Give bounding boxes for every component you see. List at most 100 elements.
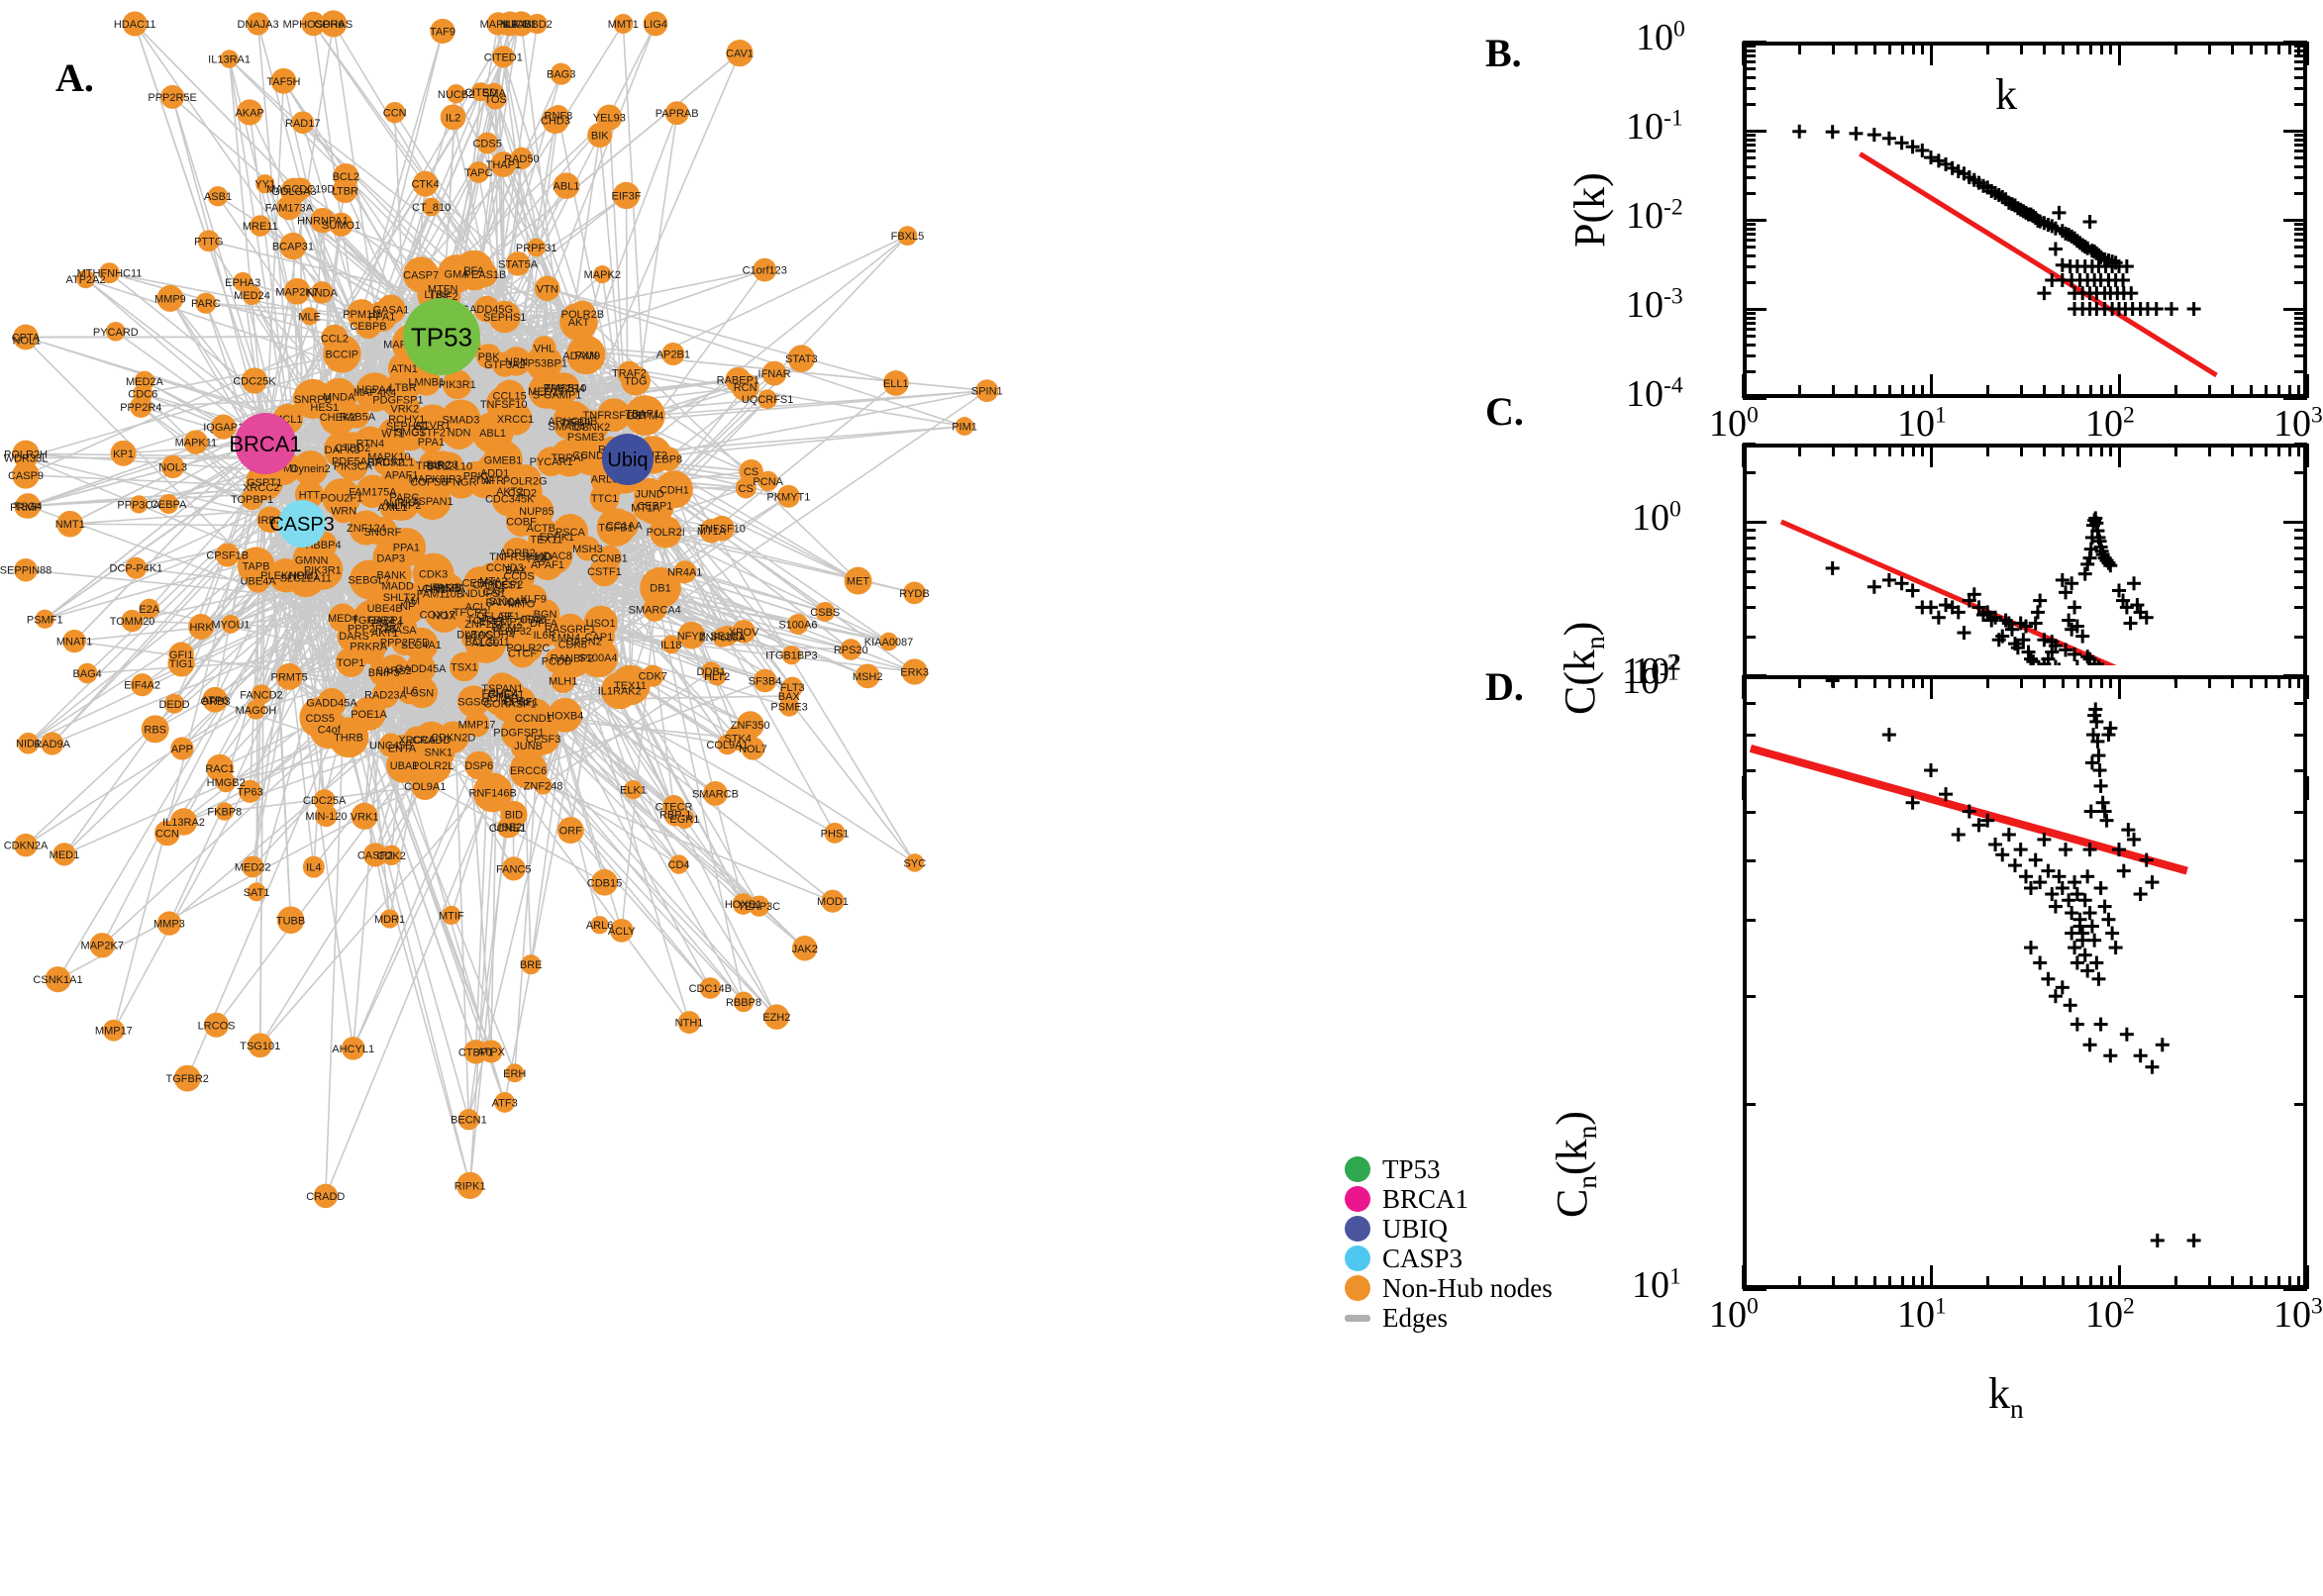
network-node[interactable] — [246, 12, 270, 36]
network-node[interactable] — [270, 67, 297, 94]
network-node[interactable] — [442, 905, 461, 925]
network-node[interactable] — [509, 750, 548, 789]
network-node[interactable] — [323, 335, 361, 373]
network-node[interactable] — [309, 710, 349, 749]
network-node[interactable] — [99, 262, 120, 284]
network-node[interactable] — [383, 101, 406, 124]
network-node[interactable] — [300, 307, 319, 326]
network-node[interactable] — [673, 560, 697, 584]
network-node[interactable] — [677, 621, 706, 649]
network-node[interactable] — [463, 711, 490, 738]
network-node[interactable] — [955, 417, 974, 437]
network-node[interactable] — [160, 84, 185, 109]
network-node[interactable] — [553, 400, 593, 441]
network-node[interactable] — [507, 638, 538, 668]
network-node[interactable] — [821, 889, 845, 913]
network-node[interactable] — [52, 843, 76, 866]
network-node[interactable] — [610, 664, 651, 706]
network-node[interactable] — [14, 495, 38, 519]
network-node[interactable] — [791, 936, 818, 961]
network-node[interactable] — [613, 13, 634, 35]
network-node[interactable] — [457, 685, 490, 718]
network-node[interactable] — [787, 345, 816, 372]
network-node[interactable] — [388, 489, 419, 521]
network-node[interactable] — [787, 613, 809, 635]
network-node[interactable] — [758, 389, 777, 410]
network-node[interactable] — [317, 688, 347, 718]
network-node[interactable] — [643, 11, 668, 37]
network-node[interactable] — [195, 292, 217, 314]
network-node[interactable] — [553, 172, 580, 199]
network-node[interactable] — [495, 571, 522, 597]
network-node[interactable] — [758, 470, 778, 491]
network-node[interactable] — [527, 238, 546, 257]
network-node[interactable] — [328, 603, 357, 633]
network-node[interactable] — [589, 556, 620, 587]
network-node[interactable] — [505, 1063, 525, 1083]
network-node[interactable] — [612, 181, 641, 210]
network-node[interactable] — [221, 614, 241, 634]
network-node[interactable] — [643, 597, 667, 622]
network-node[interactable] — [121, 609, 144, 633]
network-node[interactable] — [521, 954, 542, 975]
network-node[interactable] — [707, 666, 727, 686]
network-node[interactable] — [320, 10, 348, 38]
network-node[interactable] — [275, 662, 303, 690]
network-node[interactable] — [406, 676, 439, 709]
network-node[interactable] — [640, 566, 681, 609]
network-node[interactable] — [279, 232, 307, 260]
network-node[interactable] — [483, 440, 523, 480]
network-node[interactable] — [530, 599, 560, 630]
network-node[interactable] — [336, 647, 366, 677]
network-node[interactable] — [246, 568, 270, 593]
network-node[interactable] — [283, 277, 311, 305]
network-node[interactable] — [656, 447, 681, 471]
network-node[interactable] — [591, 868, 618, 896]
network-node[interactable] — [89, 933, 115, 958]
network-node[interactable] — [629, 399, 656, 428]
network-node[interactable] — [556, 817, 584, 845]
network-node[interactable] — [492, 46, 515, 68]
network-node[interactable] — [291, 111, 315, 135]
network-node[interactable] — [463, 1040, 488, 1064]
network-node[interactable] — [106, 322, 126, 342]
hub-node-ubiq[interactable] — [602, 434, 654, 485]
network-node[interactable] — [302, 549, 344, 590]
network-node[interactable] — [206, 753, 234, 782]
network-node[interactable] — [501, 347, 532, 376]
network-node[interactable] — [386, 747, 423, 783]
network-node[interactable] — [35, 609, 54, 629]
network-node[interactable] — [559, 302, 598, 342]
network-node[interactable] — [840, 639, 862, 660]
network-node[interactable] — [372, 449, 400, 475]
network-node[interactable] — [903, 581, 926, 605]
network-node[interactable] — [781, 646, 802, 665]
network-node[interactable] — [380, 381, 416, 418]
network-node[interactable] — [329, 212, 354, 237]
hub-node-tp53[interactable] — [403, 298, 480, 375]
network-node[interactable] — [207, 185, 229, 207]
network-node[interactable] — [761, 360, 787, 386]
network-node[interactable] — [362, 843, 388, 867]
network-node[interactable] — [901, 658, 928, 685]
network-node[interactable] — [736, 711, 764, 740]
network-node[interactable] — [731, 373, 759, 402]
network-node[interactable] — [170, 737, 194, 760]
network-node[interactable] — [237, 99, 263, 126]
network-node[interactable] — [251, 684, 272, 705]
network-node[interactable] — [717, 625, 738, 647]
network-node[interactable] — [242, 855, 264, 878]
network-node[interactable] — [125, 556, 148, 579]
network-node[interactable] — [301, 11, 326, 37]
network-node[interactable] — [405, 652, 437, 684]
network-node[interactable] — [220, 50, 239, 68]
network-node[interactable] — [246, 699, 266, 720]
network-node[interactable] — [122, 11, 148, 37]
network-node[interactable] — [726, 40, 754, 67]
network-node[interactable] — [763, 1004, 790, 1030]
network-node[interactable] — [332, 177, 358, 204]
network-node[interactable] — [351, 802, 378, 830]
network-node[interactable] — [897, 226, 918, 247]
network-node[interactable] — [550, 62, 572, 85]
hub-node-casp3[interactable] — [278, 500, 326, 548]
